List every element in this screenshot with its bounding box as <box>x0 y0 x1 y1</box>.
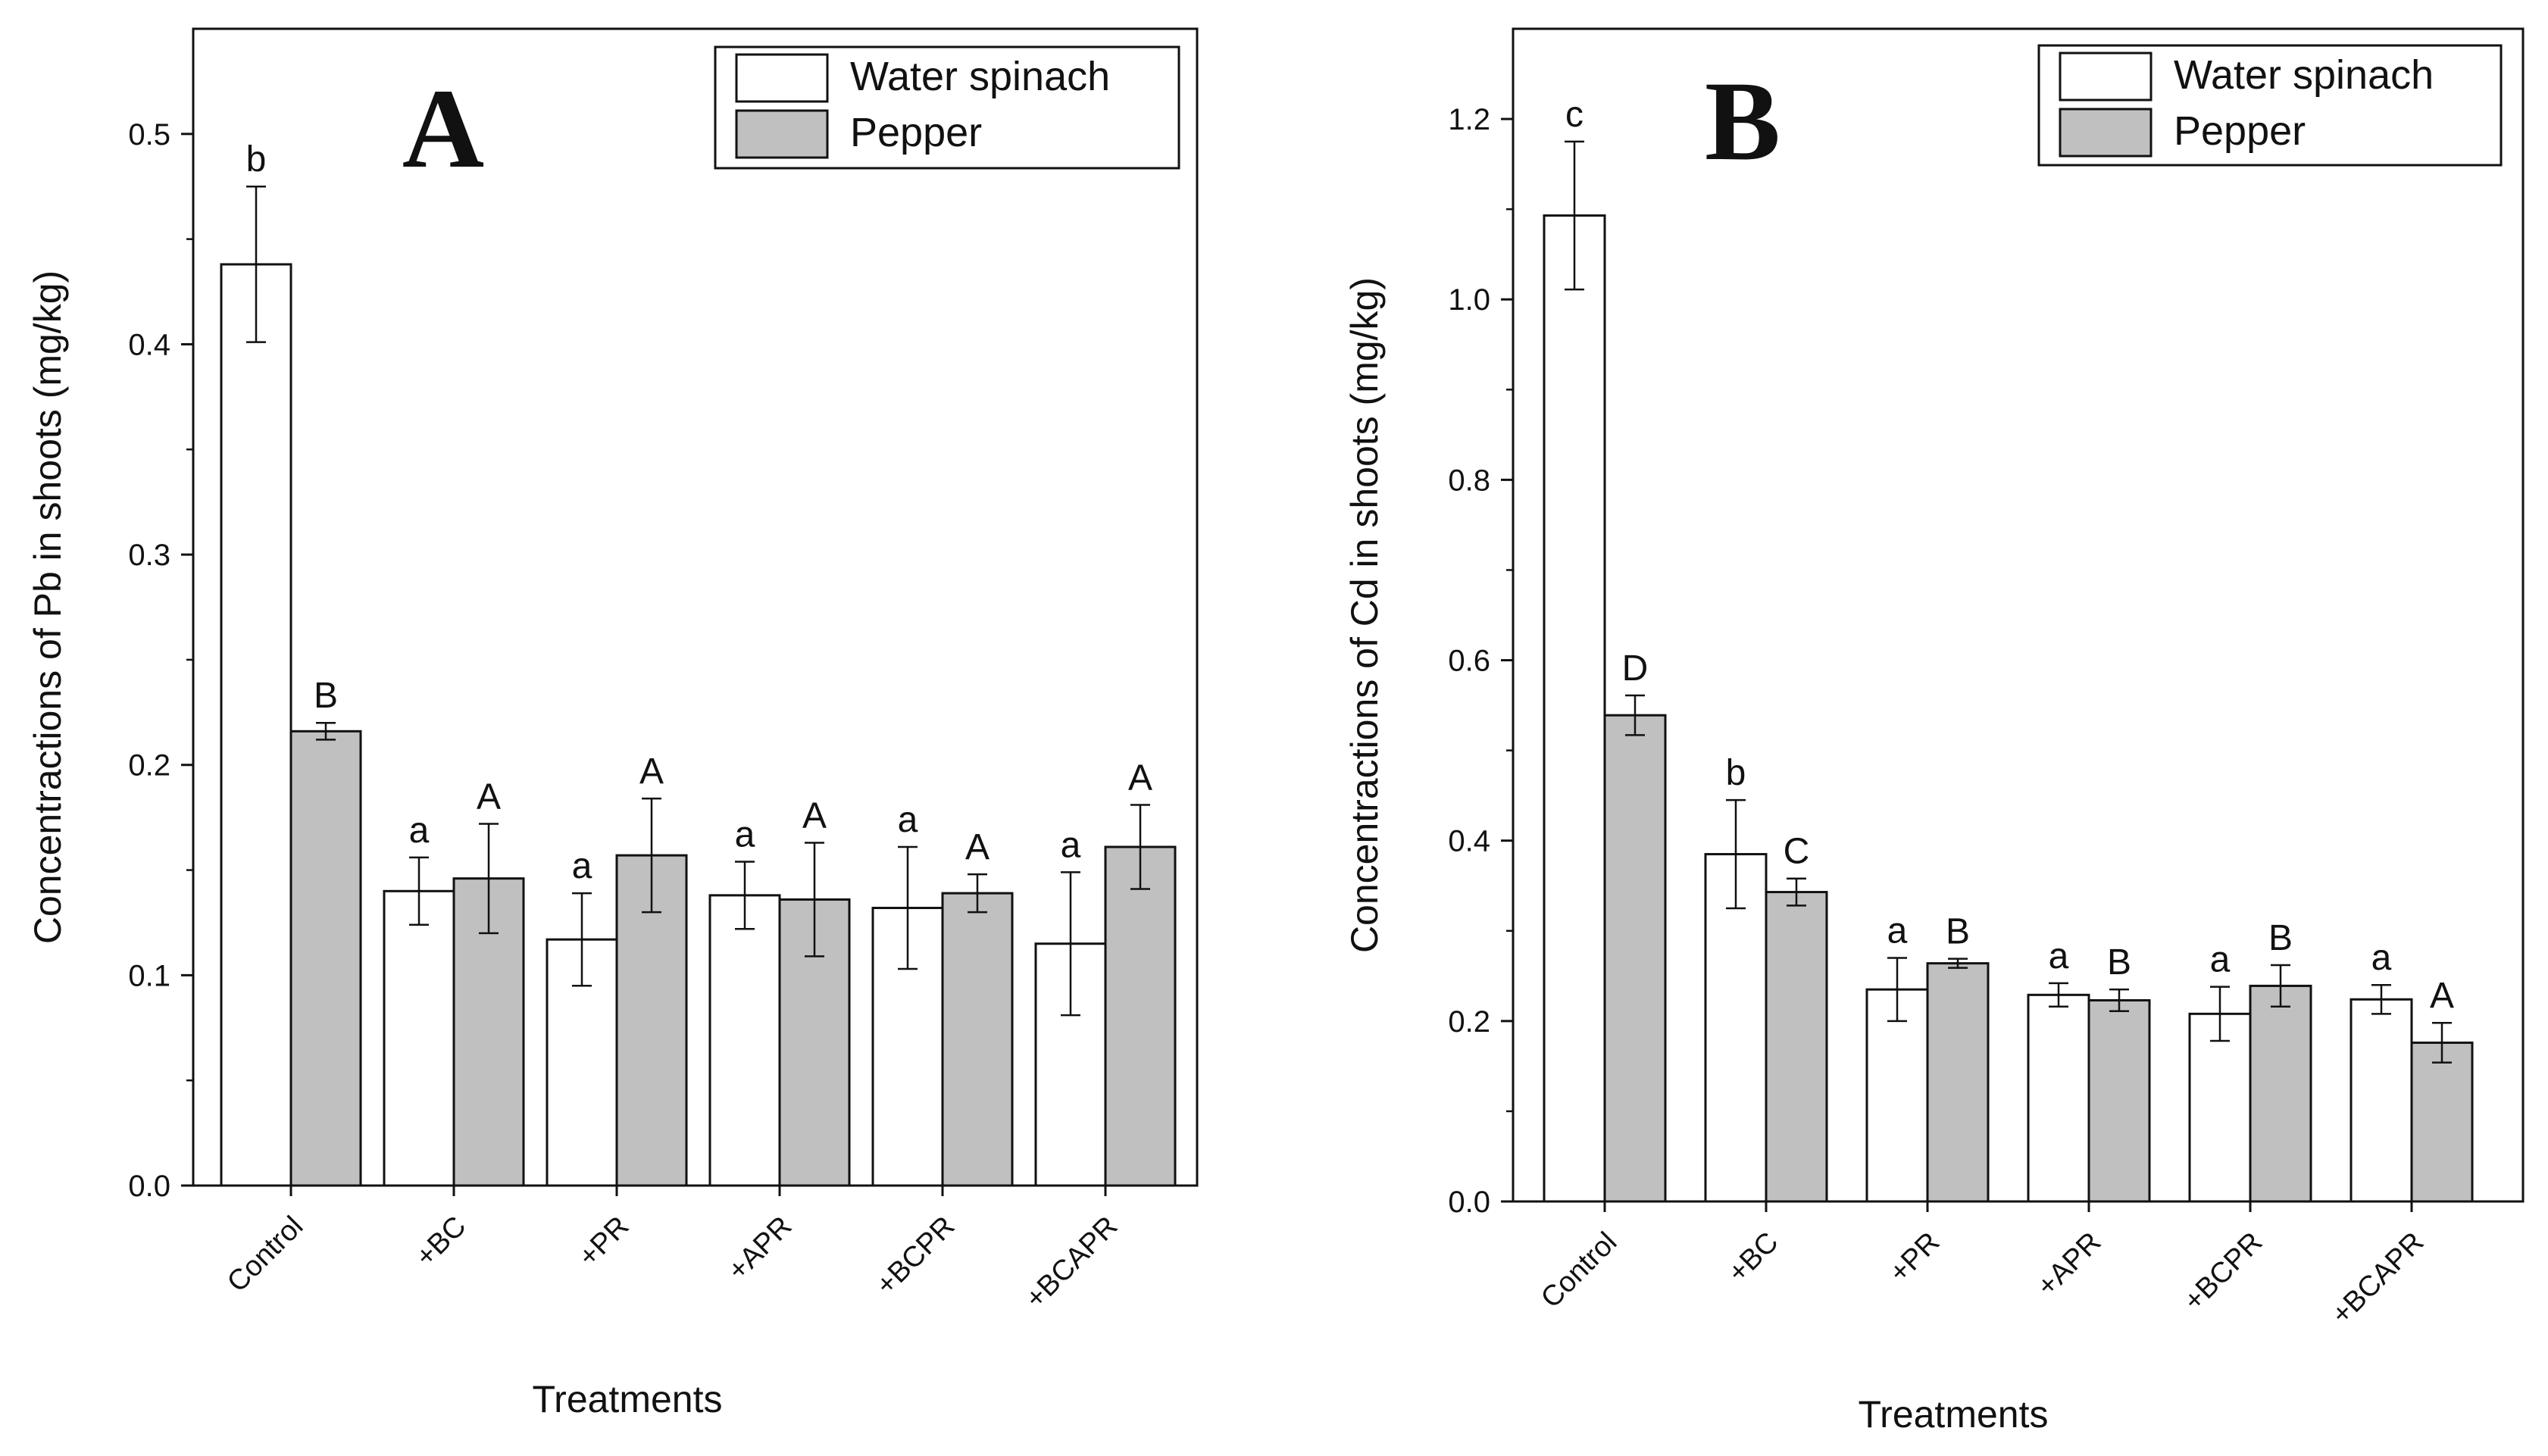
significance-letter: a <box>1887 911 1908 951</box>
significance-letter: A <box>639 751 664 792</box>
y-axis-title: Concentractions of Pb in shoots (mg/kg) <box>27 270 69 944</box>
bar-pepper-4 <box>2249 984 2312 1203</box>
legend-swatch-pepper <box>735 109 829 159</box>
panel-label: B <box>1705 58 1780 184</box>
x-tick-label: +APR <box>722 1211 799 1287</box>
bar-pepper-0 <box>1603 714 1667 1203</box>
y-tick-label: 0.0 <box>128 1170 170 1203</box>
significance-letter: B <box>314 676 338 716</box>
bar-water-spinach-3 <box>708 894 781 1187</box>
plot-frame <box>1512 27 2525 1203</box>
significance-letter: D <box>1622 648 1649 689</box>
bar-water-spinach-1 <box>383 889 455 1187</box>
significance-letter: b <box>246 139 267 180</box>
significance-letter: a <box>572 846 592 886</box>
bar-water-spinach-0 <box>220 263 292 1187</box>
chart-panel-a: 0.0 0.1 0.2 0.3 0.4 0.5 b B Control a A +BC a A +PR a A +… <box>27 27 1199 1420</box>
x-axis-title: Treatments <box>1858 1393 2048 1436</box>
significance-letter: b <box>1726 753 1746 793</box>
x-tick-label: +APR <box>2031 1226 2108 1303</box>
bar-pepper-0 <box>289 730 362 1187</box>
legend-label: Pepper <box>850 110 982 155</box>
significance-letter: a <box>1061 825 1081 865</box>
legend-swatch-pepper <box>2059 108 2153 158</box>
y-tick-label: 1.0 <box>1448 283 1490 317</box>
y-tick-label: 0.0 <box>1448 1186 1490 1219</box>
x-tick-label: +BCPR <box>870 1211 961 1301</box>
bar-water-spinach-5 <box>2349 998 2413 1203</box>
significance-letter: A <box>802 795 827 836</box>
legend-swatch-water-spinach <box>735 53 829 103</box>
x-tick-label: Control <box>1535 1226 1623 1314</box>
y-tick-label: 0.2 <box>1448 1005 1490 1039</box>
significance-letter: c <box>1565 95 1584 135</box>
bar-pepper-1 <box>1765 891 1828 1203</box>
significance-letter: A <box>2430 976 2454 1016</box>
y-tick-label: 0.2 <box>128 749 170 783</box>
y-tick-label: 0.1 <box>128 959 170 992</box>
legend-label: Water spinach <box>850 54 1110 99</box>
y-tick-label: 1.2 <box>1448 103 1490 136</box>
y-tick-label: 0.4 <box>1448 825 1490 858</box>
legend-label: Pepper <box>2174 108 2306 154</box>
x-tick-label: +BC <box>1722 1226 1785 1289</box>
x-tick-label: +BCPR <box>2178 1226 2268 1317</box>
significance-letter: a <box>898 800 918 840</box>
bar-water-spinach-3 <box>2027 993 2090 1203</box>
legend: Water spinach Pepper <box>2037 44 2503 167</box>
y-axis-title: Concentractions of Cd in shoots (mg/kg) <box>1343 277 1386 953</box>
significance-letter: A <box>965 827 989 867</box>
bar-pepper-5 <box>2410 1041 2474 1203</box>
bar-water-spinach-2 <box>1865 988 1929 1203</box>
x-tick-label: +BCAPR <box>2325 1226 2430 1331</box>
x-tick-label: +BCAPR <box>1019 1211 1124 1315</box>
significance-letter: B <box>2107 942 2131 983</box>
legend: Water spinach Pepper <box>714 45 1180 170</box>
y-tick-label: 0.8 <box>1448 464 1490 497</box>
significance-letter: a <box>2371 938 2392 978</box>
bar-water-spinach-0 <box>1543 214 1606 1203</box>
x-tick-label: +PR <box>573 1211 636 1273</box>
legend-swatch-water-spinach <box>2059 52 2153 102</box>
significance-letter: A <box>477 776 501 817</box>
bar-pepper-2 <box>1926 962 1990 1203</box>
legend-label: Water spinach <box>2174 52 2434 98</box>
y-tick-label: 0.3 <box>128 539 170 572</box>
bar-water-spinach-4 <box>2188 1012 2252 1203</box>
significance-letter: B <box>2268 918 2293 958</box>
y-tick-label: 0.6 <box>1448 645 1490 678</box>
x-tick-label: +PR <box>1884 1226 1946 1289</box>
significance-letter: a <box>409 811 430 851</box>
plot-frame <box>192 27 1199 1187</box>
panel-label: A <box>402 66 484 192</box>
significance-letter: B <box>1946 912 1970 952</box>
significance-letter: a <box>735 814 755 855</box>
significance-letter: A <box>1128 758 1152 798</box>
x-tick-label: +BC <box>410 1211 473 1273</box>
bar-pepper-5 <box>1104 845 1177 1187</box>
x-tick-label: Control <box>221 1211 309 1298</box>
significance-letter: a <box>2049 936 2069 976</box>
bar-pepper-4 <box>941 892 1014 1187</box>
y-tick-label: 0.4 <box>128 328 170 361</box>
bar-pepper-3 <box>2087 998 2151 1203</box>
significance-letter: C <box>1784 832 1810 872</box>
significance-letter: a <box>2210 940 2231 980</box>
y-tick-label: 0.5 <box>128 118 170 152</box>
x-axis-title: Treatments <box>532 1378 722 1420</box>
